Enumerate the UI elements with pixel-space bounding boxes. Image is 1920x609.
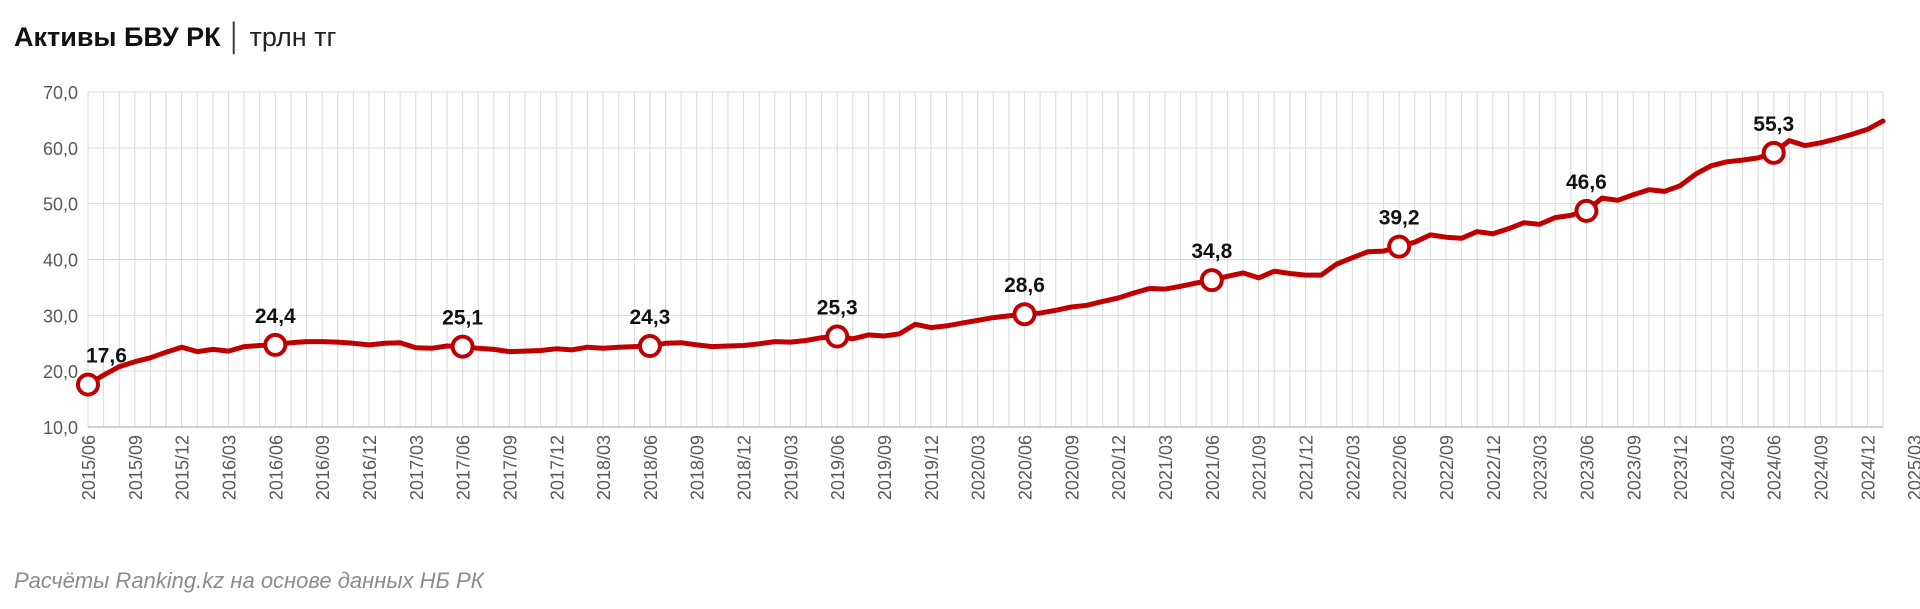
axes: 10,0 20,0 30,0 40,0 50,0 60,0 70,0 2015/06 2015/… (43, 83, 1920, 500)
data-marker (263, 332, 288, 357)
data-marker (1574, 198, 1599, 223)
y-tick-label: 10,0 (43, 418, 78, 438)
x-tick-label: 2017/12 (547, 435, 567, 500)
x-tick-label: 2020/09 (1062, 435, 1082, 500)
x-tick-label: 2024/12 (1858, 435, 1878, 500)
x-tick-label: 2016/03 (219, 435, 239, 500)
x-tick-label: 2019/06 (828, 435, 848, 500)
x-tick-label: 2015/12 (173, 435, 193, 500)
x-tick-label: 2024/03 (1718, 435, 1738, 500)
title-unit: трлн тг (249, 22, 337, 52)
x-tick-label: 2025/03 (1905, 435, 1920, 500)
data-marker (825, 324, 850, 349)
x-tick-label: 2023/06 (1577, 435, 1597, 500)
title-separator: │ (226, 22, 244, 52)
data-marker (1387, 234, 1412, 259)
y-tick-label: 60,0 (43, 139, 78, 159)
series-line-path (85, 118, 1886, 388)
data-label: 25,1 (442, 307, 483, 330)
x-tick-label: 2020/03 (969, 435, 989, 500)
x-tick-label: 2019/09 (875, 435, 895, 500)
x-tick-label: 2022/09 (1437, 435, 1457, 500)
data-marker (1761, 140, 1786, 165)
data-marker (1012, 302, 1037, 327)
x-tick-label: 2017/06 (454, 435, 474, 500)
data-label: 28,6 (1004, 274, 1045, 297)
data-label: 24,3 (629, 306, 670, 329)
y-tick-label: 20,0 (43, 362, 78, 382)
data-label: 25,3 (817, 297, 858, 320)
x-tick-label: 2016/06 (266, 435, 286, 500)
x-tick-label: 2024/09 (1812, 435, 1832, 500)
data-labels: 17,6 24,4 25,1 24,3 25,3 28,6 34,8 39,2 46,6 55,3… (86, 113, 1794, 368)
x-tick-label: 2018/09 (688, 435, 708, 500)
data-label: 55,3 (1753, 113, 1794, 136)
x-tick-label: 2023/03 (1531, 435, 1551, 500)
x-tick-label: 2018/03 (594, 435, 614, 500)
x-tick-label: 2023/12 (1671, 435, 1691, 500)
data-label: 17,6 (86, 345, 127, 368)
x-tick-label: 2015/09 (126, 435, 146, 500)
x-tick-label: 2021/12 (1296, 435, 1316, 500)
x-tick-label: 2016/12 (360, 435, 380, 500)
x-tick-label: 2022/03 (1343, 435, 1363, 500)
x-tick-label: 2021/09 (1250, 435, 1270, 500)
x-tick-label: 2017/03 (407, 435, 427, 500)
y-tick-label: 30,0 (43, 306, 78, 326)
data-label: 24,4 (255, 305, 296, 328)
series-line (85, 118, 1886, 388)
x-tick-label: 2016/09 (313, 435, 333, 500)
x-tick-label: 2019/03 (781, 435, 801, 500)
data-marker (1199, 268, 1224, 293)
y-tick-label: 50,0 (43, 195, 78, 215)
x-tick-label: 2019/12 (922, 435, 942, 500)
x-tick-label: 2020/06 (1016, 435, 1036, 500)
x-tick-label: 2023/09 (1624, 435, 1644, 500)
x-tick-label: 2018/12 (735, 435, 755, 500)
chart-title: Активы БВУ РК │ трлн тг (14, 22, 336, 53)
data-label: 39,2 (1379, 207, 1420, 230)
x-tick-label: 2017/09 (500, 435, 520, 500)
source-note: Расчёты Ranking.kz на основе данных НБ Р… (14, 568, 484, 593)
data-label: 46,6 (1566, 171, 1607, 194)
x-tick-label: 2015/06 (79, 435, 99, 500)
x-tick-label: 2022/06 (1390, 435, 1410, 500)
data-markers (76, 140, 1786, 397)
grid (87, 91, 1884, 428)
y-tick-label: 70,0 (43, 83, 78, 103)
title-text: Активы БВУ РК (14, 22, 221, 52)
data-marker (76, 372, 100, 397)
x-tick-label: 2021/03 (1156, 435, 1176, 500)
y-tick-label: 40,0 (43, 251, 78, 271)
data-label: 34,8 (1191, 240, 1232, 263)
x-tick-label: 2021/06 (1203, 435, 1223, 500)
x-tick-label: 2024/06 (1765, 435, 1785, 500)
data-marker (450, 334, 475, 359)
x-tick-label: 2018/06 (641, 435, 661, 500)
data-marker (637, 334, 662, 359)
x-tick-label: 2022/12 (1484, 435, 1504, 500)
x-tick-label: 2020/12 (1109, 435, 1129, 500)
